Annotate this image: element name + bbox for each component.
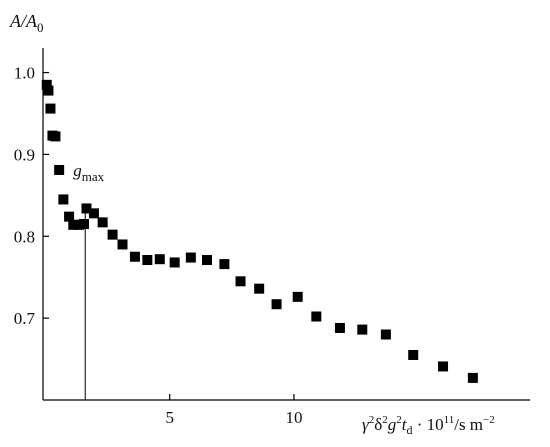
gmax-annotation: gmax: [73, 161, 105, 400]
data-point: [58, 194, 69, 205]
x-tick-label: 10: [285, 408, 302, 427]
data-point: [201, 255, 212, 266]
data-point: [54, 164, 65, 175]
y-tick-label: 1.0: [14, 64, 35, 83]
data-point: [357, 324, 368, 335]
data-point: [88, 208, 99, 219]
data-point: [408, 349, 419, 360]
chart-ticks: 0.7 0.8 0.9 1.0 5 10: [14, 64, 303, 427]
data-point: [41, 79, 52, 90]
x-tick-label: 5: [165, 408, 174, 427]
data-point: [117, 239, 128, 250]
data-point: [97, 217, 108, 228]
data-point: [68, 219, 79, 230]
data-point: [219, 259, 230, 270]
y-tick-label: 0.7: [14, 309, 36, 328]
data-point: [129, 251, 140, 262]
y-tick-label: 0.8: [14, 227, 35, 246]
data-point: [438, 361, 449, 372]
chart-axes: [42, 48, 530, 401]
data-point: [334, 322, 345, 333]
data-point: [254, 283, 265, 294]
data-point: [235, 276, 246, 287]
data-point: [292, 291, 303, 302]
data-point: [154, 254, 165, 265]
data-point: [81, 203, 92, 214]
data-point: [45, 103, 56, 114]
data-point: [107, 229, 118, 240]
data-point: [271, 299, 282, 310]
data-point: [142, 255, 153, 266]
y-tick-label: 0.9: [14, 145, 35, 164]
y-axis-label: A/A0: [9, 11, 44, 35]
data-point: [78, 219, 89, 229]
data-point: [169, 257, 180, 268]
data-point: [311, 311, 322, 322]
data-point: [64, 211, 75, 222]
data-point: [43, 85, 54, 96]
gmax-label: gmax: [73, 161, 104, 184]
x-axis-label: γ2δ2g2td · 1011/s m−2: [362, 414, 495, 437]
data-point: [380, 329, 391, 340]
data-point: [185, 252, 196, 263]
data-point: [467, 372, 478, 383]
data-points: [41, 79, 478, 383]
data-point: [50, 131, 61, 142]
